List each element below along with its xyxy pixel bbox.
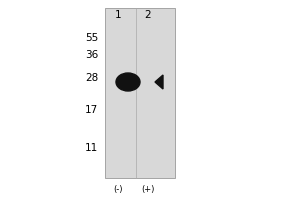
Ellipse shape [116, 73, 140, 91]
Text: 28: 28 [85, 73, 98, 83]
Text: 55: 55 [85, 33, 98, 43]
Text: (+): (+) [141, 185, 155, 194]
Text: 11: 11 [85, 143, 98, 153]
Text: (-): (-) [113, 185, 123, 194]
Text: 36: 36 [85, 50, 98, 60]
Text: 1: 1 [115, 10, 121, 20]
Text: 2: 2 [145, 10, 151, 20]
Bar [105, 8, 175, 178]
Polygon shape [155, 75, 163, 89]
Text: 17: 17 [85, 105, 98, 115]
